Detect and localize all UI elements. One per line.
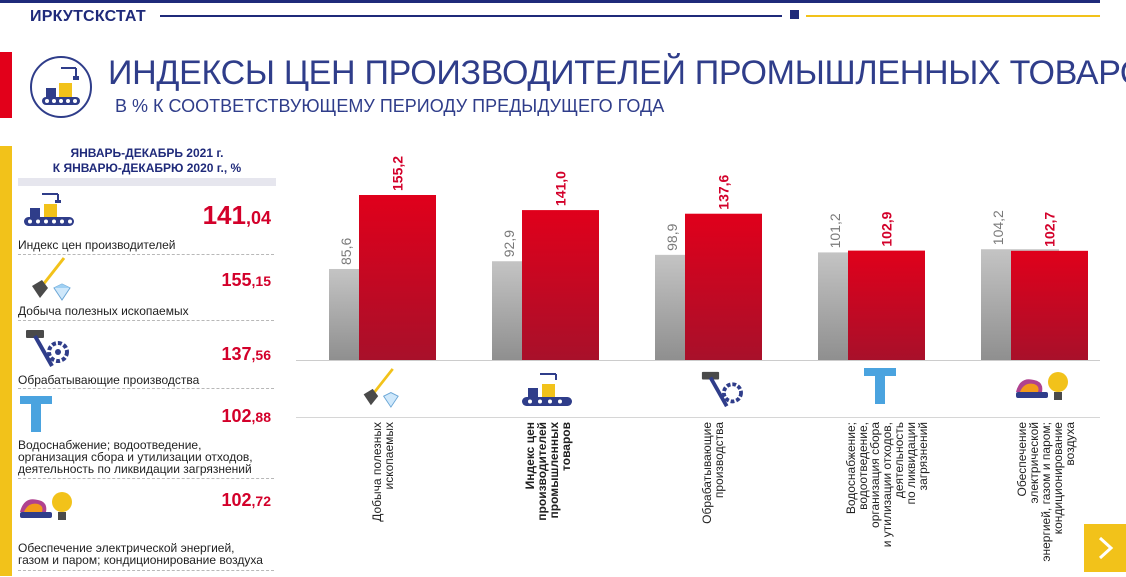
title-emblem: [30, 56, 92, 118]
value-integer: 102: [221, 490, 252, 510]
page-title: ИНДЕКСЫ ЦЕН ПРОИЗВОДИТЕЛЕЙ ПРОМЫШЛЕННЫХ …: [108, 54, 1126, 92]
value-integer: 102: [221, 406, 252, 426]
summary-label-energy: Обеспечение электрической энергией, газо…: [18, 541, 263, 567]
summary-value-manufacturing: 137,56: [221, 344, 271, 365]
row-divider: [18, 254, 274, 255]
category-label-line: воздуха: [1063, 422, 1077, 466]
summary-heading-line2: К ЯНВАРЮ-ДЕКАБРЮ 2020 г., %: [52, 161, 242, 175]
category-label-line: товаров: [559, 422, 573, 471]
category-label-line: ископаемых: [382, 422, 396, 490]
data-label-grey-2: 98,9: [664, 223, 680, 250]
value-fraction: ,88: [251, 409, 271, 425]
summary-value-energy: 102,72: [221, 490, 271, 511]
bar-red-1: [522, 210, 599, 360]
category-label-1: Индекс цен производителей промышленных това…: [523, 422, 573, 572]
bar-red-3: [848, 250, 925, 360]
header-rule-blue: [160, 15, 782, 17]
row-divider: [18, 570, 274, 571]
hammer-gear-icon: [26, 330, 69, 367]
data-label-grey-3: 101,2: [827, 213, 843, 248]
value-integer: 137: [221, 344, 252, 364]
bar-red-2: [685, 213, 762, 360]
data-label-grey-1: 92,9: [501, 230, 517, 257]
data-label-red-0: 155,2: [390, 156, 406, 191]
data-label-red-1: 141,0: [553, 171, 569, 206]
page-subtitle: В % К СООТВЕТСТВУЮЩЕМУ ПЕРИОДУ ПРЕДЫДУЩЕ…: [115, 96, 665, 116]
header-rule-yellow: [806, 15, 1100, 17]
value-fraction: ,15: [251, 273, 271, 289]
row-divider: [18, 478, 274, 479]
value-fraction: ,72: [251, 493, 271, 509]
summary-heading-band: [18, 178, 276, 186]
brand-name: ИРКУТСКСТАТ: [30, 8, 146, 25]
summary-value-water: 102,88: [221, 406, 271, 427]
data-label-red-2: 137,6: [716, 174, 732, 209]
header-square: [790, 10, 799, 19]
conveyor-icon: [522, 373, 572, 406]
bar-red-4: [1011, 250, 1088, 360]
top-border: [0, 0, 1100, 3]
category-label-4: Обеспечение электрической энергией, газом …: [1015, 422, 1077, 572]
conveyor-icon: [24, 193, 74, 226]
value-fraction: ,04: [245, 208, 271, 228]
value-integer: 141: [202, 200, 246, 230]
water-pipe-icon: [864, 368, 896, 404]
data-label-red-4: 102,7: [1042, 212, 1058, 247]
row-divider: [18, 388, 274, 389]
next-slide-button[interactable]: [1084, 524, 1126, 572]
shovel-diamond-icon: [363, 368, 399, 408]
category-label-0: Добыча полезных ископаемых: [370, 422, 396, 572]
energy-bulb-icon: [1016, 372, 1068, 400]
summary-label-mining: Добыча полезных ископаемых: [18, 304, 189, 318]
water-pipe-icon: [20, 396, 52, 432]
hammer-gear-icon: [701, 371, 743, 408]
energy-bulb-icon: [20, 492, 72, 520]
sidebar-accent-bar: [0, 146, 12, 576]
summary-value-mining: 155,15: [221, 270, 271, 291]
title-accent-bar: [0, 52, 12, 118]
row-divider: [18, 320, 274, 321]
value-fraction: ,56: [251, 347, 271, 363]
data-label-grey-4: 104,2: [990, 210, 1006, 245]
summary-label-manufacturing: Обрабатывающие производства: [18, 373, 200, 387]
summary-heading: ЯНВАРЬ-ДЕКАБРЬ 2021 г. К ЯНВАРЮ-ДЕКАБРЮ …: [18, 146, 276, 176]
data-label-red-3: 102,9: [879, 211, 895, 246]
shovel-diamond-icon: [32, 257, 71, 301]
category-label-line: загрязнений: [916, 422, 930, 491]
summary-label-water: Водоснабжение; водоотведение, организаци…: [18, 438, 253, 476]
bar-red-0: [359, 195, 436, 360]
summary-label-producer-index: Индекс цен производителей: [18, 238, 176, 252]
summary-value-producer-index: 141,04: [203, 200, 271, 231]
data-label-grey-0: 85,6: [338, 238, 354, 265]
summary-heading-line1: ЯНВАРЬ-ДЕКАБРЬ 2021 г.: [70, 146, 224, 160]
value-integer: 155: [221, 270, 252, 290]
category-label-3: Водоснабжение; водоотведение, организация …: [844, 422, 930, 572]
chevron-right-icon: [1098, 536, 1114, 560]
category-label-line: производства: [712, 422, 726, 499]
category-label-2: Обрабатывающие производства: [700, 422, 726, 572]
conveyor-icon: [42, 67, 80, 105]
